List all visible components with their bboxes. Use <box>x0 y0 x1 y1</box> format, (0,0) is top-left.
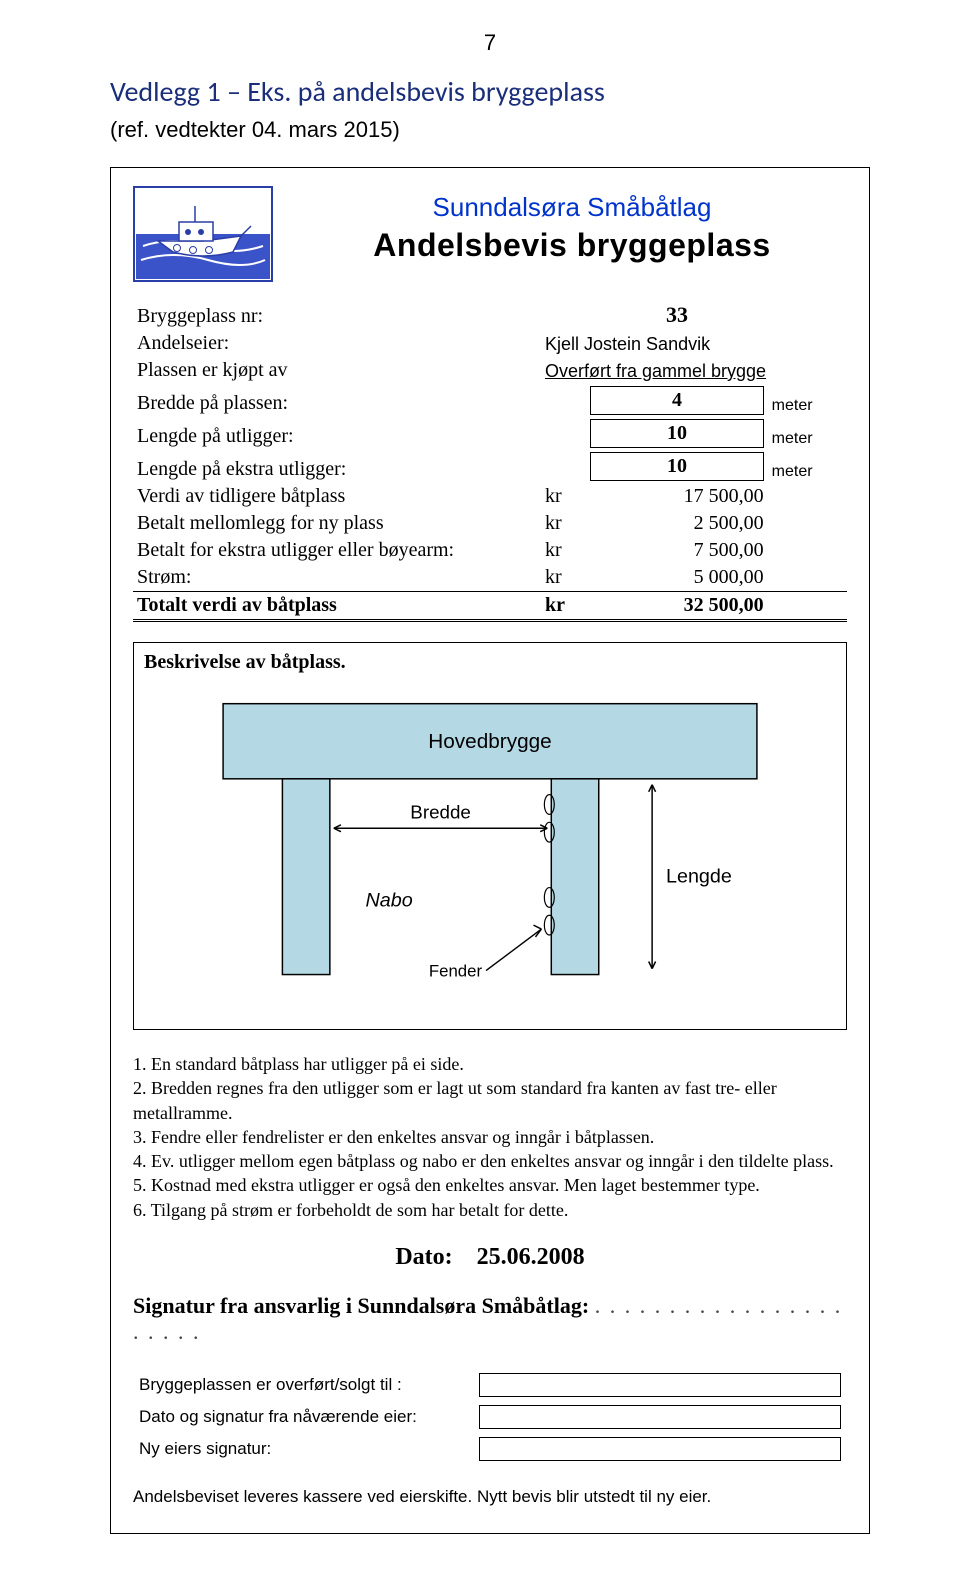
label: Lengde på ekstra utligger: <box>133 450 541 483</box>
transfer-table: Bryggeplassen er overført/solgt til : Da… <box>133 1369 847 1465</box>
value: 10 <box>590 419 763 448</box>
currency: kr <box>541 537 586 564</box>
transfer-box <box>479 1437 841 1461</box>
heading: Vedlegg 1 – Eks. på andelsbevis bryggepl… <box>110 74 870 109</box>
note-item: 4. Ev. utligger mellom egen båtplass og … <box>133 1149 847 1173</box>
value: 4 <box>590 386 763 415</box>
date-value: 25.06.2008 <box>477 1244 585 1270</box>
transfer-label: Dato og signatur fra nåværende eier: <box>133 1401 473 1433</box>
desc-title: Beskrivelse av båtplass. <box>144 651 836 674</box>
note-item: 2. Bredden regnes fra den utligger som e… <box>133 1076 847 1125</box>
dock-diagram: Hovedbrygge Nabo Bredde Lengde Fender <box>144 684 836 1014</box>
notes-list: 1. En standard båtplass har utligger på … <box>133 1052 847 1222</box>
label: Bredde på plassen: <box>133 384 541 417</box>
note-item: 5. Kostnad med ekstra utligger er også d… <box>133 1173 847 1197</box>
page-number: 7 <box>110 30 870 56</box>
data-table: Bryggeplass nr: 33 Andelseier: Kjell Jos… <box>133 300 847 622</box>
currency: kr <box>541 564 586 592</box>
note-item: 1. En standard båtplass har utligger på … <box>133 1052 847 1076</box>
value: 5 000,00 <box>586 564 767 592</box>
label: Betalt for ekstra utligger eller bøyearm… <box>133 537 541 564</box>
currency: kr <box>541 483 586 510</box>
note-item: 3. Fendre eller fendrelister er den enke… <box>133 1125 847 1149</box>
value: 17 500,00 <box>586 483 767 510</box>
currency: kr <box>541 592 586 621</box>
value: 32 500,00 <box>586 592 767 621</box>
svg-text:Hovedbrygge: Hovedbrygge <box>428 730 551 753</box>
transfer-box <box>479 1373 841 1397</box>
label: Plassen er kjøpt av <box>133 357 541 384</box>
label: Betalt mellomlegg for ny plass <box>133 510 541 537</box>
subheading: (ref. vedtekter 04. mars 2015) <box>110 117 870 143</box>
unit: meter <box>768 417 847 450</box>
date-label: Dato: <box>395 1244 452 1270</box>
note-item: 6. Tilgang på strøm er forbeholdt de som… <box>133 1198 847 1222</box>
label: Bryggeplass nr: <box>133 300 541 330</box>
value: 7 500,00 <box>586 537 767 564</box>
transfer-label: Bryggeplassen er overført/solgt til : <box>133 1369 473 1401</box>
value: 2 500,00 <box>586 510 767 537</box>
footer-note: Andelsbeviset leveres kassere ved eiersk… <box>133 1487 847 1507</box>
svg-text:Bredde: Bredde <box>410 801 471 822</box>
label: Verdi av tidligere båtplass <box>133 483 541 510</box>
description-box: Beskrivelse av båtplass. Hovedbrygge Nabo… <box>133 642 847 1030</box>
doc-title: Andelsbevis bryggeplass <box>297 227 847 264</box>
signature-label: Signatur fra ansvarlig i Sunndalsøra Små… <box>133 1293 589 1318</box>
label: Lengde på utligger: <box>133 417 541 450</box>
svg-text:Nabo: Nabo <box>366 889 413 911</box>
unit: meter <box>768 384 847 417</box>
svg-text:Lengde: Lengde <box>666 866 732 888</box>
label: Andelseier: <box>133 330 541 357</box>
label: Strøm: <box>133 564 541 592</box>
unit: meter <box>768 450 847 483</box>
certificate-box: Sunndalsøra Småbåtlag Andelsbevis brygge… <box>110 167 870 1534</box>
value: Kjell Jostein Sandvik <box>541 330 847 357</box>
currency: kr <box>541 510 586 537</box>
value: Overført fra gammel brygge <box>541 357 847 384</box>
boat-logo <box>133 186 273 282</box>
transfer-box <box>479 1405 841 1429</box>
value: 33 <box>586 300 767 330</box>
org-name: Sunndalsøra Småbåtlag <box>297 192 847 223</box>
transfer-label: Ny eiers signatur: <box>133 1433 473 1465</box>
label: Totalt verdi av båtplass <box>133 592 541 621</box>
svg-text:Fender: Fender <box>429 962 483 981</box>
value: 10 <box>590 452 763 481</box>
